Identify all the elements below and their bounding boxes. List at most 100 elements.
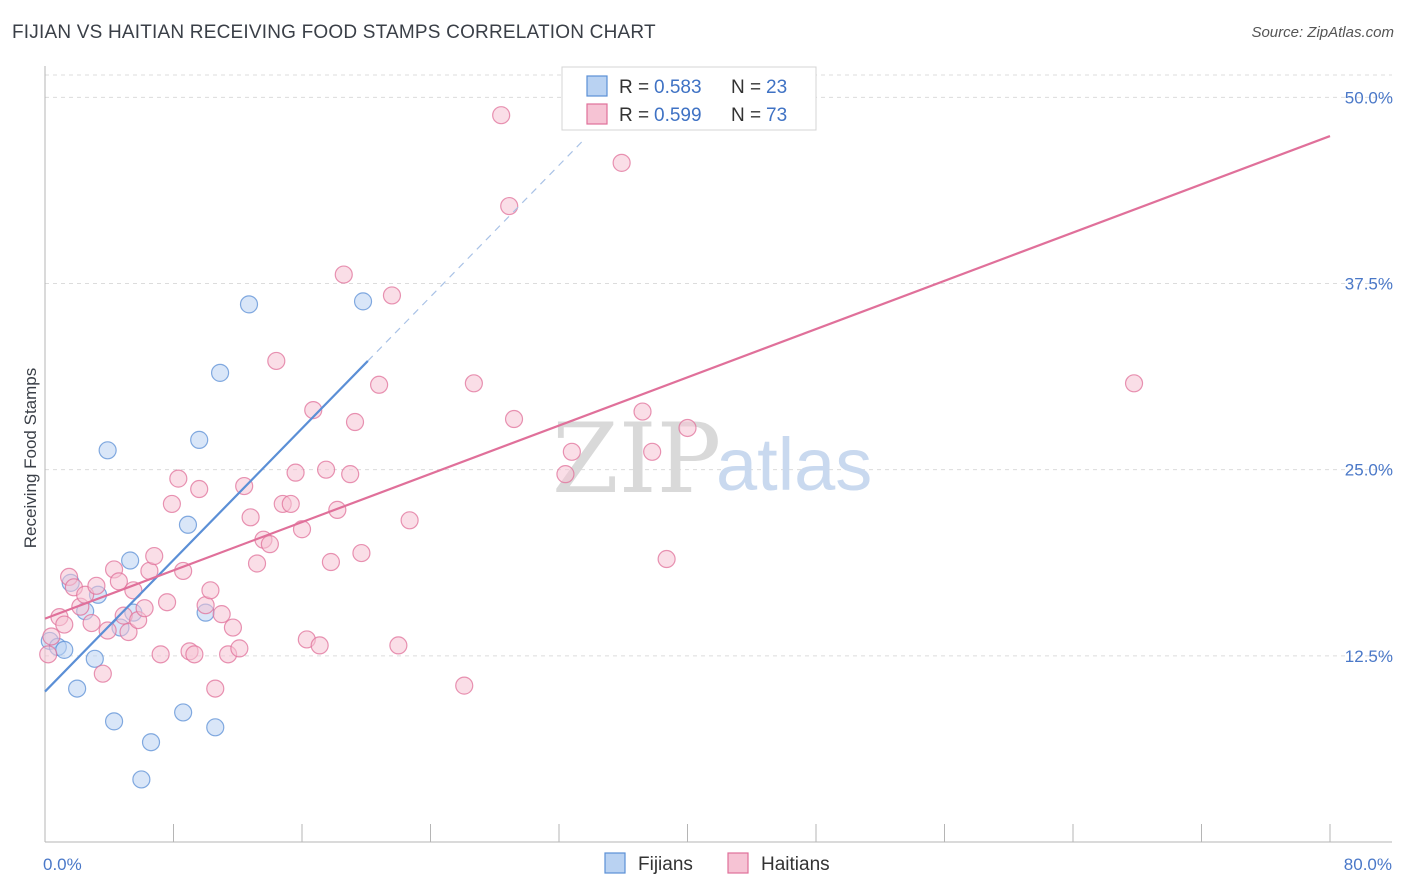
legend-r-label: R = <box>619 77 649 98</box>
x-tick-label: 80.0% <box>1344 855 1392 874</box>
trend-extension-fijians <box>367 138 586 362</box>
legend-swatch-fijians <box>586 75 608 97</box>
data-point <box>85 649 104 668</box>
data-point <box>643 442 662 461</box>
data-point <box>39 645 58 664</box>
y-tick-label: 12.5% <box>1345 647 1393 666</box>
data-point <box>135 599 154 618</box>
data-point <box>169 469 188 488</box>
data-point <box>353 292 373 311</box>
data-point <box>239 295 259 314</box>
data-point <box>190 479 209 499</box>
legend-n-value: 23 <box>766 77 787 98</box>
data-point <box>678 418 697 438</box>
x-tick-label: 0.0% <box>43 855 82 874</box>
legend-swatch-bottom-fijians <box>604 852 626 874</box>
data-point <box>212 605 231 624</box>
data-point <box>157 593 177 612</box>
data-point <box>341 465 360 484</box>
data-point <box>316 460 336 479</box>
data-point <box>98 621 117 640</box>
data-point <box>104 712 124 731</box>
y-axis-title: Receiving Food Stamps <box>21 368 40 548</box>
data-point <box>321 552 341 572</box>
legend-label-haitians: Haitians <box>761 854 830 875</box>
legend-label-fijians: Fijians <box>638 854 693 875</box>
legend-n-label: N = <box>731 77 761 98</box>
data-point <box>562 442 581 461</box>
stats-legend: R = 0.583 N = 23 R = 0.599 N = 73 <box>561 66 817 131</box>
legend-swatch-haitians <box>586 103 608 125</box>
legend-n-label: N = <box>731 105 761 126</box>
data-point <box>98 441 117 460</box>
data-point <box>210 363 230 382</box>
data-point <box>162 494 181 514</box>
data-point <box>141 733 161 752</box>
data-point <box>345 412 365 432</box>
legend-n-value: 73 <box>766 105 787 126</box>
data-point <box>185 645 204 664</box>
data-point <box>206 718 225 737</box>
data-point <box>82 613 101 633</box>
data-point <box>500 196 519 216</box>
data-point <box>286 463 305 482</box>
data-point <box>657 549 676 569</box>
data-point <box>382 286 402 305</box>
data-point <box>556 465 575 484</box>
data-point <box>151 645 170 664</box>
watermark-atlas: atlas <box>716 423 872 506</box>
data-point <box>190 430 209 449</box>
data-point <box>612 153 631 172</box>
data-point <box>352 543 371 563</box>
source-label: Source: ZipAtlas.com <box>1251 24 1394 41</box>
data-point <box>455 676 474 695</box>
data-point <box>42 627 61 646</box>
data-point <box>633 402 652 421</box>
data-point <box>267 351 286 371</box>
data-point <box>174 703 193 722</box>
data-point <box>389 636 408 655</box>
y-tick-label: 37.5% <box>1345 275 1393 294</box>
trend-line-haitians <box>44 135 1331 620</box>
y-tick-label: 50.0% <box>1345 88 1393 107</box>
data-point <box>260 535 279 554</box>
data-point <box>206 679 225 698</box>
data-point <box>292 520 312 539</box>
data-point <box>178 515 198 534</box>
data-point <box>310 636 329 655</box>
data-point <box>87 576 106 595</box>
series-fijians <box>40 292 373 789</box>
legend-swatch-bottom-haitians <box>727 852 749 874</box>
data-point <box>93 664 112 683</box>
trend-line-fijians <box>44 360 369 693</box>
series-legend: Fijians Haitians <box>604 852 830 875</box>
watermark: ZIP atlas <box>552 403 872 515</box>
data-point <box>230 639 249 658</box>
legend-r-value: 0.599 <box>654 105 702 126</box>
data-point <box>241 508 260 527</box>
data-point <box>121 551 140 570</box>
data-point <box>1124 374 1144 393</box>
data-point <box>370 375 389 394</box>
legend-r-label: R = <box>619 105 649 126</box>
data-point <box>68 679 87 698</box>
axes: 12.5% 25.0% 37.5% 50.0% 0.0% 80.0% <box>43 66 1393 874</box>
legend-r-value: 0.583 <box>654 77 702 98</box>
data-point <box>492 106 511 125</box>
data-point <box>400 511 419 530</box>
data-point <box>223 618 243 637</box>
y-tick-label: 25.0% <box>1345 461 1393 480</box>
data-point <box>145 546 164 566</box>
data-point <box>504 409 524 429</box>
series-layer <box>39 106 1331 789</box>
data-point <box>304 400 323 420</box>
chart-title: FIJIAN VS HAITIAN RECEIVING FOOD STAMPS … <box>12 22 656 43</box>
data-point <box>55 640 74 659</box>
data-point <box>464 374 483 393</box>
data-point <box>247 554 267 573</box>
data-point <box>132 770 151 789</box>
data-point <box>55 615 74 634</box>
data-point <box>201 581 220 600</box>
data-point <box>119 622 138 642</box>
